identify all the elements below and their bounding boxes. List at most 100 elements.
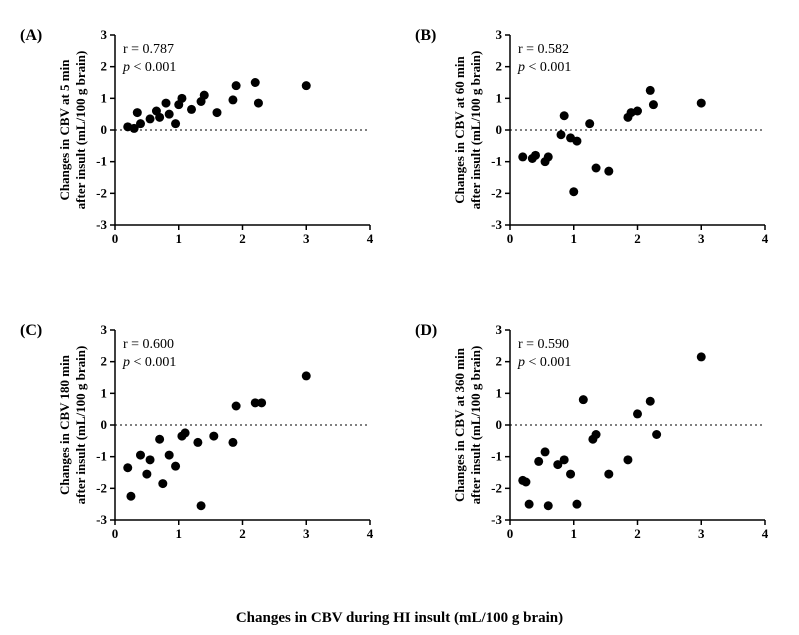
x-tick-label: 0 bbox=[112, 231, 119, 246]
y-tick-label: -2 bbox=[96, 480, 107, 495]
panel-label-D: (D) bbox=[415, 322, 437, 340]
y-tick-label: 1 bbox=[496, 90, 503, 105]
data-point bbox=[162, 99, 171, 108]
data-point bbox=[302, 371, 311, 380]
x-tick-label: 2 bbox=[634, 231, 641, 246]
data-point bbox=[228, 438, 237, 447]
x-tick-label: 1 bbox=[571, 231, 578, 246]
y-tick-label: 0 bbox=[101, 417, 108, 432]
x-tick-label: 3 bbox=[303, 231, 310, 246]
data-point bbox=[531, 151, 540, 160]
x-tick-label: 1 bbox=[571, 526, 578, 541]
data-point bbox=[193, 438, 202, 447]
data-point bbox=[592, 430, 601, 439]
y-tick-label: -3 bbox=[491, 512, 502, 527]
data-point bbox=[155, 435, 164, 444]
y-tick-label: -1 bbox=[491, 449, 502, 464]
y-tick-label: 0 bbox=[496, 417, 503, 432]
panel-B: (B)r = 0.582p < 0.001Changes in CBV at 6… bbox=[510, 35, 765, 225]
panel-A: (A)r = 0.787p < 0.001Changes in CBV at 5… bbox=[115, 35, 370, 225]
y-tick-label: -2 bbox=[491, 185, 502, 200]
y-tick-label: 3 bbox=[496, 27, 503, 42]
y-tick-label: 3 bbox=[496, 322, 503, 337]
x-tick-label: 3 bbox=[698, 231, 705, 246]
data-point bbox=[171, 119, 180, 128]
data-point bbox=[158, 479, 167, 488]
y-tick-label: 1 bbox=[101, 385, 108, 400]
y-tick-label: -2 bbox=[491, 480, 502, 495]
data-point bbox=[521, 478, 530, 487]
x-tick-label: 1 bbox=[176, 526, 183, 541]
scatter-plot-C: 01234-3-2-10123 bbox=[85, 300, 400, 550]
data-point bbox=[566, 470, 575, 479]
y-tick-label: 3 bbox=[101, 322, 108, 337]
y-tick-label: -3 bbox=[491, 217, 502, 232]
y-tick-label: 3 bbox=[101, 27, 108, 42]
panel-label-B: (B) bbox=[415, 27, 436, 45]
y-tick-label: 0 bbox=[101, 122, 108, 137]
data-point bbox=[525, 500, 534, 509]
data-point bbox=[604, 470, 613, 479]
data-point bbox=[604, 167, 613, 176]
data-point bbox=[209, 432, 218, 441]
data-point bbox=[572, 137, 581, 146]
y-tick-label: -1 bbox=[491, 154, 502, 169]
data-point bbox=[146, 455, 155, 464]
data-point bbox=[633, 107, 642, 116]
panel-C: (C)r = 0.600p < 0.001Changes in CBV 180 … bbox=[115, 330, 370, 520]
data-point bbox=[232, 402, 241, 411]
data-point bbox=[579, 395, 588, 404]
data-point bbox=[646, 397, 655, 406]
y-tick-label: 2 bbox=[496, 354, 503, 369]
scatter-plot-D: 01234-3-2-10123 bbox=[480, 300, 795, 550]
x-tick-label: 2 bbox=[634, 526, 641, 541]
data-point bbox=[136, 119, 145, 128]
y-tick-label: 2 bbox=[496, 59, 503, 74]
data-point bbox=[541, 447, 550, 456]
data-point bbox=[544, 501, 553, 510]
global-x-axis-label: Changes in CBV during HI insult (mL/100 … bbox=[0, 610, 799, 627]
y-tick-label: -3 bbox=[96, 512, 107, 527]
panel-label-C: (C) bbox=[20, 322, 42, 340]
data-point bbox=[697, 352, 706, 361]
data-point bbox=[171, 462, 180, 471]
data-point bbox=[126, 492, 135, 501]
scatter-plot-A: 01234-3-2-10123 bbox=[85, 5, 400, 255]
data-point bbox=[146, 114, 155, 123]
x-tick-label: 4 bbox=[367, 231, 374, 246]
x-tick-label: 0 bbox=[507, 231, 514, 246]
scatter-plot-B: 01234-3-2-10123 bbox=[480, 5, 795, 255]
y-tick-label: 2 bbox=[101, 59, 108, 74]
y-tick-label: 2 bbox=[101, 354, 108, 369]
x-tick-label: 4 bbox=[762, 231, 769, 246]
data-point bbox=[165, 451, 174, 460]
y-tick-label: -2 bbox=[96, 185, 107, 200]
panel-label-A: (A) bbox=[20, 27, 42, 45]
y-tick-label: -3 bbox=[96, 217, 107, 232]
data-point bbox=[257, 398, 266, 407]
x-tick-label: 0 bbox=[507, 526, 514, 541]
data-point bbox=[254, 99, 263, 108]
data-point bbox=[142, 470, 151, 479]
data-point bbox=[213, 108, 222, 117]
data-point bbox=[232, 81, 241, 90]
data-point bbox=[187, 105, 196, 114]
x-tick-label: 0 bbox=[112, 526, 119, 541]
data-point bbox=[652, 430, 661, 439]
data-point bbox=[623, 455, 632, 464]
data-point bbox=[155, 113, 164, 122]
data-point bbox=[649, 100, 658, 109]
data-point bbox=[177, 94, 186, 103]
x-tick-label: 3 bbox=[303, 526, 310, 541]
data-point bbox=[697, 99, 706, 108]
panel-D: (D)r = 0.590p < 0.001Changes in CBV at 3… bbox=[510, 330, 765, 520]
data-point bbox=[181, 428, 190, 437]
data-point bbox=[560, 455, 569, 464]
x-tick-label: 1 bbox=[176, 231, 183, 246]
data-point bbox=[228, 95, 237, 104]
y-tick-label: 1 bbox=[496, 385, 503, 400]
data-point bbox=[200, 91, 209, 100]
data-point bbox=[569, 187, 578, 196]
y-tick-label: 1 bbox=[101, 90, 108, 105]
data-point bbox=[592, 164, 601, 173]
